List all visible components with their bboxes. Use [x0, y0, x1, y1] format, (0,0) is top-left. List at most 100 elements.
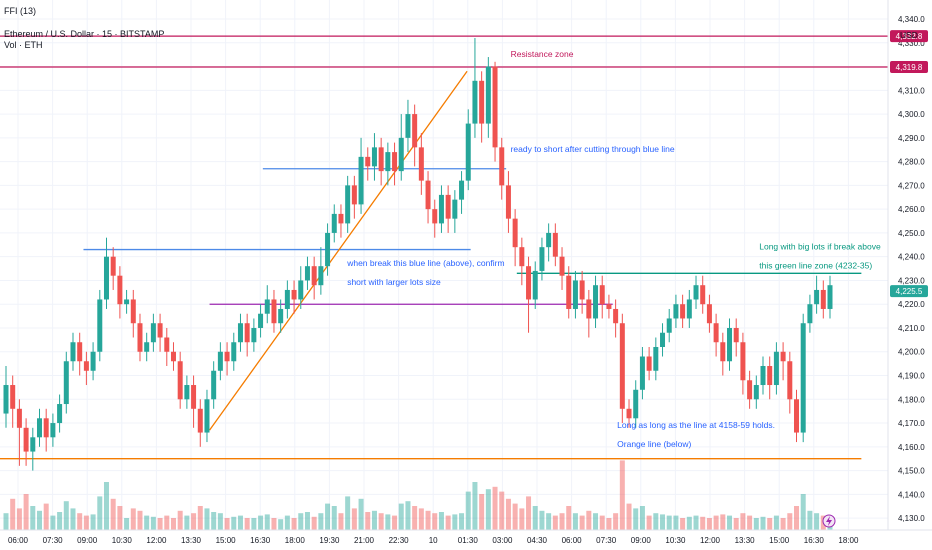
volume-bar — [479, 494, 484, 530]
x-axis[interactable]: 06:00 07:30 09:00 10:30 12:00 13:30 15:00 16:30… — [8, 536, 859, 545]
volume-bar — [104, 482, 109, 530]
y-axis[interactable]: 4,130.0 4,140.0 4,150.0 4,160.0 4,170.0 4,180… — [898, 15, 925, 523]
candle-body — [801, 323, 806, 432]
x-tick-label: 10:30 — [112, 536, 133, 545]
candle-body — [84, 361, 89, 371]
candle-body — [553, 233, 558, 257]
volume-bar — [787, 513, 792, 530]
volume-bar — [513, 504, 518, 530]
volume-bar — [204, 508, 209, 530]
candle-body — [399, 138, 404, 171]
x-tick-label: 12:00 — [700, 536, 721, 545]
candle-body — [781, 352, 786, 362]
symbol-title[interactable]: Ethereum / U.S. Dollar · 15 · BITSTAMP — [4, 29, 164, 39]
candle-body — [660, 333, 665, 347]
volume-bar — [91, 514, 96, 530]
x-tick-label: 01:30 — [458, 536, 479, 545]
annotation-text: Resistance zone — [511, 49, 574, 59]
candle-body — [479, 81, 484, 124]
y-tick-label: 4,150.0 — [898, 467, 925, 476]
candle-body — [44, 418, 49, 437]
volume-bar — [24, 494, 29, 530]
candle-body — [392, 152, 397, 171]
volume-bar — [600, 516, 605, 530]
volume-bar — [620, 460, 625, 530]
volume-bar — [17, 508, 22, 530]
annotation-text: when break this blue line (above), confi… — [346, 258, 504, 268]
volume-bar — [499, 492, 504, 530]
volume-bar — [312, 517, 317, 530]
candle-body — [305, 266, 310, 280]
volume-bar — [50, 516, 55, 530]
volume-bar — [647, 516, 652, 530]
volume-bar — [519, 508, 524, 530]
volume-bar — [553, 516, 558, 530]
volume-bar — [412, 506, 417, 530]
y-tick-label: 4,260.0 — [898, 205, 925, 214]
volume-bar — [164, 516, 169, 530]
indicator-label[interactable]: FFI (13) — [4, 6, 36, 16]
candle-body — [606, 304, 611, 309]
candle-body — [694, 285, 699, 299]
volume-bar — [218, 513, 223, 530]
candle-body — [312, 266, 317, 285]
candle-body — [30, 437, 35, 451]
volume-bar — [285, 516, 290, 530]
y-tick-label: 4,230.0 — [898, 276, 925, 285]
candle-body — [426, 181, 431, 210]
volume-label[interactable]: Vol · ETH — [4, 40, 43, 50]
candles — [4, 38, 833, 471]
x-tick-label: 09:00 — [631, 536, 652, 545]
candle-body — [10, 385, 15, 409]
candle-body — [278, 309, 283, 323]
volume-bar — [379, 513, 384, 530]
candle-body — [459, 181, 464, 200]
candle-body — [251, 328, 256, 342]
candle-body — [158, 323, 163, 337]
volume-bar — [807, 511, 812, 530]
candle-body — [466, 124, 471, 181]
candle-body — [794, 399, 799, 432]
currency-label[interactable]: USD — [900, 30, 918, 40]
x-tick-label: 06:00 — [8, 536, 29, 545]
x-tick-label: 06:00 — [562, 536, 583, 545]
x-tick-label: 21:00 — [354, 536, 375, 545]
candle-body — [124, 299, 129, 304]
candle-body — [64, 361, 69, 404]
annotation-text: this green line zone (4232-35) — [759, 261, 872, 271]
candle-body — [647, 357, 652, 371]
candle-body — [17, 409, 22, 428]
candle-body — [225, 352, 230, 362]
candle-body — [178, 361, 183, 399]
candle-body — [144, 342, 149, 352]
volume-bar — [439, 512, 444, 530]
x-tick-label: 22:30 — [389, 536, 410, 545]
volume-bar — [305, 512, 310, 530]
y-tick-label: 4,280.0 — [898, 158, 925, 167]
volume-bar — [546, 513, 551, 530]
x-tick-label: 19:30 — [319, 536, 340, 545]
candle-body — [191, 385, 196, 409]
x-tick-label: 10 — [429, 536, 438, 545]
volume-bar — [633, 508, 638, 530]
lightning-icon[interactable] — [823, 515, 835, 527]
volume-bar — [419, 508, 424, 530]
volume-bar — [560, 513, 565, 530]
y-tick-label: 4,140.0 — [898, 490, 925, 499]
candle-body — [338, 214, 343, 224]
volume-bar — [77, 513, 82, 530]
candle-body — [271, 299, 276, 323]
candle-body — [325, 233, 330, 266]
volume-bar — [714, 516, 719, 530]
x-tick-label: 07:30 — [43, 536, 64, 545]
y-tick-label: 4,340.0 — [898, 15, 925, 24]
volume-bar — [137, 511, 142, 530]
drawing-line[interactable] — [210, 71, 468, 430]
candle-body — [774, 352, 779, 385]
volume-bar — [767, 518, 772, 530]
volume-bar — [399, 504, 404, 530]
candle-body — [77, 342, 82, 361]
candle-body — [593, 285, 598, 318]
volume-bar — [660, 514, 665, 530]
